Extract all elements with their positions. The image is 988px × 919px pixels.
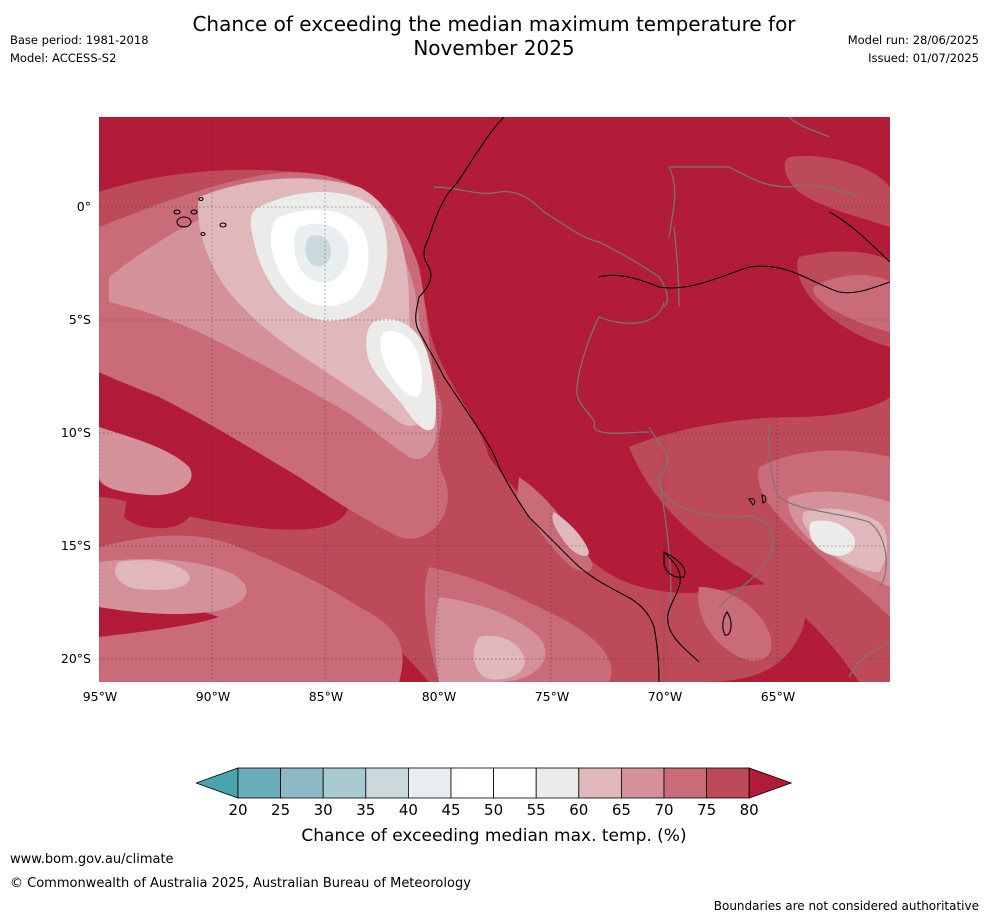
lat-label-0: 0° [76, 199, 91, 214]
andes-band-60 [552, 512, 589, 557]
issued-date: Issued: 01/07/2025 [868, 51, 979, 65]
ocean-band-65d [99, 427, 192, 496]
colorbar-tick-label: 25 [271, 801, 291, 819]
colorbar-tick-label: 30 [313, 801, 333, 819]
lon-label-65w: 65°W [760, 689, 796, 704]
colorbar-tick-label: 35 [356, 801, 376, 819]
colorbar-tick-label: 70 [654, 801, 674, 819]
colorbar-cell [280, 767, 324, 799]
ocean-pocket-80c [124, 483, 191, 529]
ocean-band-60c [473, 635, 525, 680]
land-band-75b [784, 156, 890, 227]
title-line-1: Chance of exceeding the median maximum t… [192, 12, 796, 36]
footer-url[interactable]: www.bom.gov.au/climate [10, 852, 174, 867]
ocean-band-60b [115, 560, 190, 590]
colorbar [196, 767, 793, 799]
coast-core-50 [380, 330, 423, 397]
colorbar-cell [365, 767, 409, 799]
colorbar-tick-label: 50 [484, 801, 504, 819]
country-boundaries [433, 117, 890, 678]
colorbar-cell [535, 767, 580, 799]
model-name: Model: ACCESS-S2 [10, 51, 117, 65]
colorbar-tick-label: 65 [611, 801, 631, 819]
colorbar-tick-label: 75 [697, 801, 717, 819]
colorbar-cell [663, 767, 707, 799]
coastlines [173, 117, 890, 682]
base-period: Base period: 1981-2018 [10, 33, 149, 47]
lat-label-10s: 10°S [60, 425, 91, 440]
model-run: Model run: 28/06/2025 [847, 33, 979, 47]
footer-copyright: © Commonwealth of Australia 2025, Austra… [10, 876, 471, 891]
map-panel[interactable] [99, 117, 890, 682]
colorbar-tick-label: 60 [569, 801, 589, 819]
lon-label-85w: 85°W [308, 689, 344, 704]
colorbar-arrow-low [196, 767, 239, 799]
land-band-70c [698, 587, 772, 661]
lon-label-95w: 95°W [82, 689, 118, 704]
colorbar-label: Chance of exceeding median max. temp. (%… [301, 826, 687, 846]
title-line-2: November 2025 [413, 36, 575, 60]
lon-label-80w: 80°W [421, 689, 457, 704]
lat-label-20s: 20°S [60, 651, 91, 666]
colorbar-cell [706, 767, 750, 799]
colorbar-cell [620, 767, 665, 799]
colorbar-tick-label: 55 [526, 801, 546, 819]
footer-disclaimer: Boundaries are not considered authoritat… [713, 899, 979, 913]
colorbar-tick-label: 45 [441, 801, 461, 819]
colorbar-cell [407, 767, 452, 799]
colorbar-tick-label: 20 [228, 801, 248, 819]
meta-left: Base period: 1981-2018 Model: ACCESS-S2 [10, 31, 149, 67]
lon-label-70w: 70°W [647, 689, 683, 704]
lat-label-5s: 5°S [68, 312, 91, 327]
probability-map [99, 117, 890, 682]
chart-title: Chance of exceeding the median maximum t… [0, 12, 988, 60]
colorbar-arrow-high [748, 767, 793, 799]
land-core-55 [809, 520, 856, 556]
colorbar-cells [196, 767, 793, 799]
colorbar-cell [237, 767, 281, 799]
colorbar-tick-label: 40 [398, 801, 418, 819]
colorbar-cell [493, 767, 537, 799]
colorbar-tick-label: 80 [739, 801, 759, 819]
cool-core-40 [305, 235, 331, 267]
meta-right: Model run: 28/06/2025 Issued: 01/07/2025 [848, 31, 979, 67]
colorbar-cell [322, 767, 367, 799]
lon-label-90w: 90°W [195, 689, 231, 704]
lat-label-15s: 15°S [60, 538, 91, 553]
colorbar-cell [578, 767, 622, 799]
lon-label-75w: 75°W [534, 689, 570, 704]
colorbar-cell [450, 767, 494, 799]
